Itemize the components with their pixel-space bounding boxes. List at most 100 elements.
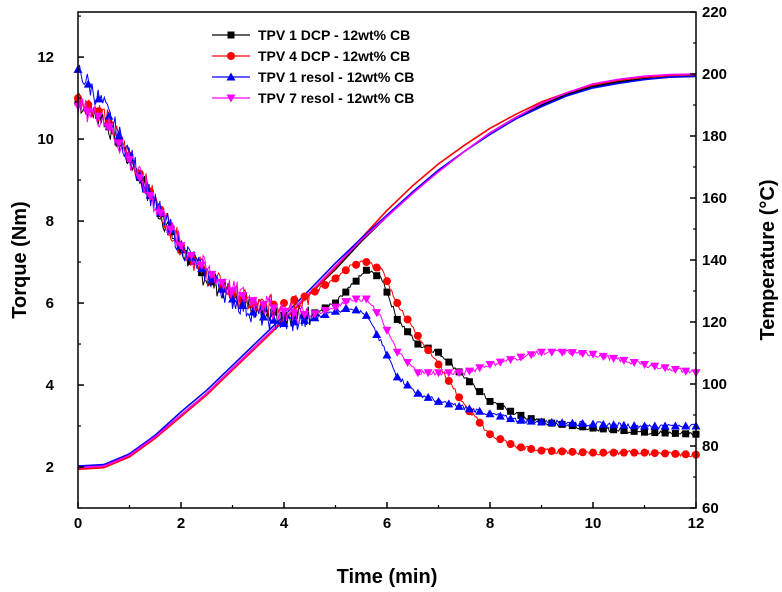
- data-point: [269, 315, 279, 324]
- legend-item-3: TPV 1 resol - 12wt% CB: [212, 69, 414, 85]
- data-point: [598, 352, 608, 361]
- data-point: [310, 310, 320, 319]
- legend-item-2: TPV 4 DCP - 12wt% CB: [212, 48, 410, 64]
- data-point: [640, 421, 649, 430]
- data-point: [516, 353, 526, 362]
- data-point: [197, 261, 207, 270]
- data-point: [352, 277, 360, 285]
- data-point: [351, 295, 361, 304]
- data-point: [393, 299, 402, 308]
- data-point: [444, 376, 453, 385]
- legend-item-4: TPV 7 resol - 12wt% CB: [212, 90, 414, 106]
- data-point: [342, 288, 350, 296]
- data-point: [681, 450, 690, 459]
- data-point: [619, 448, 628, 457]
- data-point: [681, 421, 691, 430]
- data-point: [269, 304, 279, 313]
- data-point: [373, 272, 381, 280]
- data-point: [289, 317, 299, 326]
- data-point: [207, 270, 217, 279]
- data-point: [486, 430, 494, 439]
- right-y-tick-label: 60: [702, 500, 719, 517]
- data-point: [155, 209, 165, 218]
- data-point: [506, 356, 516, 365]
- legend-marker: [226, 94, 236, 103]
- data-point: [589, 424, 597, 432]
- data-point: [403, 315, 412, 324]
- data-point: [650, 449, 659, 458]
- data-point: [609, 354, 619, 363]
- data-point: [517, 411, 525, 419]
- data-point: [650, 362, 660, 371]
- right-y-tick-label: 200: [702, 66, 727, 83]
- data-point: [413, 331, 422, 340]
- data-point: [454, 369, 464, 378]
- x-tick-label: 0: [74, 515, 82, 532]
- x-tick-label: 6: [383, 515, 391, 532]
- data-point: [495, 411, 505, 420]
- data-point: [413, 369, 423, 378]
- data-point: [475, 418, 484, 427]
- data-point: [567, 418, 577, 427]
- data-point: [619, 356, 629, 365]
- data-point: [248, 297, 258, 306]
- data-point: [217, 284, 227, 293]
- data-point: [372, 329, 382, 338]
- data-point: [444, 369, 454, 378]
- torque-markers-3: [73, 64, 701, 430]
- data-point: [403, 380, 413, 389]
- data-point: [651, 429, 659, 437]
- data-point: [290, 295, 299, 304]
- left-y-tick-label: 4: [46, 377, 55, 394]
- data-point: [372, 309, 382, 318]
- data-point: [610, 426, 618, 434]
- axes: 0 2 4 6 8 10 122468101260801001201401601802002…: [37, 4, 727, 532]
- data-point: [598, 419, 608, 428]
- right-y-tick-label: 80: [702, 438, 719, 455]
- data-point: [361, 295, 371, 304]
- data-point: [650, 421, 660, 430]
- data-point: [619, 420, 629, 429]
- data-point: [125, 156, 134, 165]
- right-y-tick-label: 220: [702, 4, 727, 21]
- data-point: [382, 326, 392, 335]
- data-point: [609, 448, 618, 457]
- right-y-tick-label: 120: [702, 314, 727, 331]
- data-point: [423, 392, 433, 401]
- data-point: [114, 131, 124, 140]
- data-point: [445, 358, 453, 366]
- x-axis-title: Time (min): [337, 566, 438, 588]
- x-tick-label: 4: [280, 515, 289, 532]
- data-point: [331, 303, 340, 312]
- data-point: [629, 421, 639, 430]
- data-point: [258, 312, 268, 321]
- data-point: [361, 310, 371, 319]
- temperature-line-4: [77, 73, 697, 469]
- data-point: [455, 393, 464, 402]
- data-point: [320, 306, 330, 315]
- data-point: [238, 301, 248, 310]
- data-point: [475, 364, 485, 373]
- data-point: [557, 348, 567, 357]
- temperature-line-3: [77, 75, 697, 467]
- left-y-tick-label: 10: [37, 131, 54, 148]
- data-point: [526, 416, 536, 425]
- data-point: [352, 260, 361, 269]
- data-point: [671, 449, 680, 458]
- data-point: [588, 419, 598, 428]
- data-point: [537, 446, 546, 455]
- data-point: [660, 421, 670, 430]
- torque-line-1: [77, 100, 697, 437]
- torque-line-2: [77, 93, 697, 458]
- data-point: [382, 350, 392, 359]
- data-point: [485, 361, 495, 370]
- data-point: [104, 111, 114, 120]
- data-point: [145, 192, 155, 201]
- data-point: [392, 372, 402, 381]
- data-point: [485, 409, 495, 418]
- data-point: [547, 348, 557, 357]
- data-curves: [73, 64, 701, 471]
- x-tick-label: 8: [486, 515, 494, 532]
- legend-marker: [226, 72, 236, 81]
